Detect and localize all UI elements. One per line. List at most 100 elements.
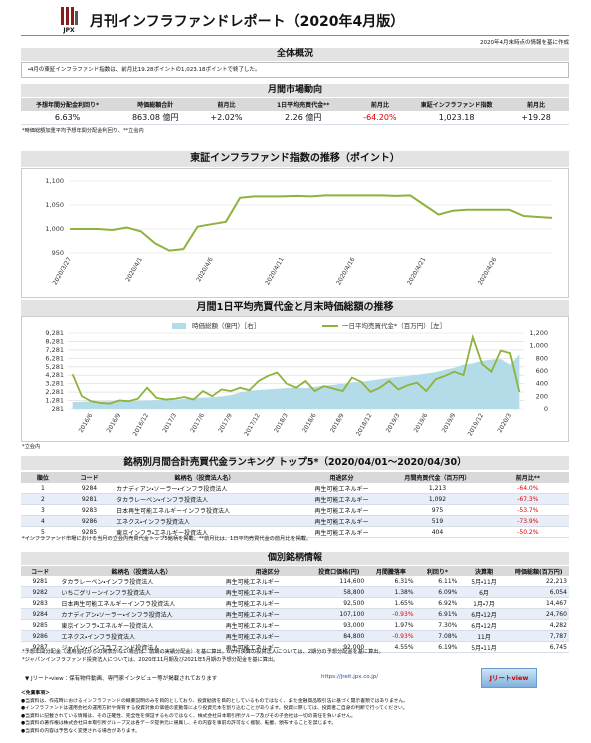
x-tick-label: 2018/9 bbox=[329, 412, 346, 434]
table-row: 9287 ジャパン・インフラファンド投資法人 再生可能エネルギー 92,000 4.55… bbox=[21, 642, 569, 653]
table-cell: 9282 bbox=[32, 588, 48, 596]
y-tick-label: 7,281 bbox=[45, 346, 64, 354]
trading-line bbox=[71, 333, 521, 405]
table-cell: -0.93% bbox=[392, 632, 414, 640]
table-row: 3 9283 日本再生可能エネルギーインフラ投資法人 再生可能エネルギー 975 -53.… bbox=[21, 505, 569, 516]
table-cell: 6.11% bbox=[438, 577, 458, 585]
y-tick-label: 281 bbox=[52, 405, 64, 413]
x-tick-label: 2019/9 bbox=[441, 412, 458, 434]
table-cell: 6.92% bbox=[438, 599, 458, 607]
x-tick-label: 2017/12 bbox=[243, 412, 262, 437]
table-cell: 6,054 bbox=[549, 588, 567, 596]
table-cell: カナディアン・ソーラー・インフラ投資法人 bbox=[116, 485, 228, 493]
table-cell: 9281 bbox=[32, 577, 48, 585]
y-tick-label: 1,050 bbox=[45, 201, 64, 209]
section-title: 個別銘柄情報 bbox=[21, 552, 569, 565]
table-cell: 9284 bbox=[81, 484, 98, 492]
table-cell: +19.28 bbox=[521, 113, 551, 122]
table-cell: 114,600 bbox=[339, 577, 365, 585]
banner-image[interactable]: Jリートview bbox=[481, 668, 537, 688]
y-tick-label: 1,281 bbox=[45, 397, 64, 405]
disclaimer-line: ●当資料は、作成時におけるインフラファンドの概要説明のみを目的としており、投資勧… bbox=[21, 698, 409, 704]
table-header-cell: 前月比 bbox=[527, 102, 546, 109]
banner: ▼ Jリート・view：保有物件動画、専門家インタビュー等が掲載されております … bbox=[21, 668, 569, 688]
table-header-cell: 用途区分 bbox=[329, 475, 354, 482]
market-note: *時価総額加重平均予想年間分配金利回り、**立会内 bbox=[22, 128, 144, 134]
x-tick-label: 2019/12 bbox=[467, 412, 486, 437]
table-row: 9281 タカラレーベン・インフラ投資法人 再生可能エネルギー 114,600 6.31… bbox=[21, 576, 569, 587]
y-tick-label: 5,281 bbox=[45, 363, 64, 371]
table-header-cell: 銘柄名（投資法人名） bbox=[174, 475, 235, 482]
x-tick-label: 2018/6 bbox=[301, 412, 318, 434]
table-cell: 5月・11月 bbox=[471, 578, 497, 586]
y-tick-label: 1,000 bbox=[529, 342, 548, 350]
disclaimer-line: ●当資料の著作権は株式会社日本取引所グループ又は各データ提供元に帰属し、その内容… bbox=[21, 721, 337, 727]
table-cell: 9286 bbox=[32, 632, 48, 640]
table-header-cell: 1日平均売買代金** bbox=[276, 102, 330, 109]
table-cell: +2.02% bbox=[210, 113, 243, 122]
x-tick-label: 2016/12 bbox=[132, 412, 151, 437]
table-cell: 84,800 bbox=[343, 632, 365, 640]
banner-url[interactable]: https://jreit.jpx.co.jp/ bbox=[321, 674, 379, 680]
table-cell: 6月・12月 bbox=[471, 622, 497, 630]
table-cell: 6.09% bbox=[438, 588, 458, 596]
disclaimer-line: ●当資料の内容は予告なく変更される場合があります。 bbox=[21, 728, 140, 734]
x-tick-label: 2020/4/6 bbox=[195, 256, 215, 283]
table-row: 4 9286 エネクス・インフラ投資法人 再生可能エネルギー 519 -73.9% bbox=[21, 516, 569, 527]
table-cell: 7,787 bbox=[549, 632, 567, 640]
table-cell: エネクス・インフラ投資法人 bbox=[61, 633, 136, 641]
table-cell: 2 bbox=[41, 495, 45, 503]
table-cell: 9283 bbox=[32, 599, 48, 607]
table-cell: 再生可能エネルギー bbox=[314, 496, 369, 504]
overview-text: ・4月の東証インフラファンド指数は、前月比19.28ポイントの1,023.18ポ… bbox=[21, 62, 569, 78]
table-cell: 58,800 bbox=[343, 588, 365, 596]
table-cell: -53.7% bbox=[517, 506, 539, 514]
table-cell: 1.38% bbox=[394, 588, 414, 596]
table-cell: 9287 bbox=[32, 643, 48, 651]
section-title: 全体概況 bbox=[21, 48, 569, 61]
chart-title: 月間1日平均売買代金と月末時価総額の推移 bbox=[21, 300, 569, 316]
table-row: 9284 カナディアン・ソーラー・インフラ投資法人 再生可能エネルギー 107,100… bbox=[21, 609, 569, 620]
table-row: 9282 いちごグリーンインフラ投資法人 再生可能エネルギー 58,800 1.38% 6… bbox=[21, 587, 569, 598]
table-cell: 93,000 bbox=[343, 621, 365, 629]
table-cell: 1.65% bbox=[394, 599, 414, 607]
section-title: 月間市場動向 bbox=[21, 84, 569, 97]
y-tick-label: 600 bbox=[536, 367, 548, 375]
table-cell: 再生可能エネルギー bbox=[314, 485, 369, 493]
table-header-cell: 用途区分 bbox=[255, 568, 280, 576]
x-tick-label: 2020/4/16 bbox=[335, 256, 357, 286]
logo-text: JPX bbox=[63, 27, 75, 34]
table-cell: -67.3% bbox=[517, 495, 539, 503]
table-header-cell: 決算期 bbox=[475, 568, 494, 576]
table-cell: -0.93% bbox=[392, 610, 414, 618]
x-tick-label: 2020/3 bbox=[496, 412, 513, 434]
table-cell: 再生可能エネルギー bbox=[225, 622, 280, 630]
x-tick-label: 2017/6 bbox=[189, 412, 206, 434]
table-cell: 東京インフラ・エネルギー投資法人 bbox=[61, 622, 154, 630]
table-cell: 再生可能エネルギー bbox=[225, 589, 280, 597]
table-header-cell: 月間売買代金（百万円） bbox=[404, 475, 471, 482]
y-tick-label: 1,100 bbox=[45, 177, 64, 185]
table-cell: 92,000 bbox=[343, 643, 365, 651]
y-tick-label: 1,200 bbox=[529, 329, 548, 337]
table-header-row: 順位 コード 銘柄名（投資法人名） 用途区分 月間売買代金（百万円） 前月比** bbox=[21, 472, 569, 483]
banner-text: ▼ Jリート・view：保有物件動画、専門家インタビュー等が掲載されております bbox=[25, 676, 218, 682]
table-cell: 5 bbox=[41, 528, 45, 536]
y-tick-label: 9,281 bbox=[45, 329, 64, 337]
table-cell: 22,213 bbox=[545, 577, 567, 585]
table-cell: 975 bbox=[431, 506, 444, 514]
legend-swatch bbox=[172, 323, 186, 329]
table-cell: 1.97% bbox=[394, 621, 414, 629]
legend-label: 一日平均売買代金*（百万円）［左］ bbox=[342, 321, 446, 330]
table-cell: 9285 bbox=[81, 528, 98, 536]
table-cell: 7.30% bbox=[438, 621, 458, 629]
y-tick-label: 4,281 bbox=[45, 371, 64, 379]
header-rule bbox=[21, 35, 569, 36]
table-cell: 再生可能エネルギー bbox=[225, 600, 280, 608]
table-header-cell: 前月比** bbox=[515, 475, 540, 482]
table-row: 6.63% 863.08 億円 +2.02% 2.26 億円 -64.20% 1,023.… bbox=[21, 111, 569, 125]
x-tick-label: 2020/3/27 bbox=[52, 256, 74, 286]
report-title: 月刊インフラファンドレポート（2020年4月版） bbox=[90, 14, 405, 30]
table-cell: 4,282 bbox=[549, 621, 567, 629]
table-cell: 9281 bbox=[81, 495, 98, 503]
